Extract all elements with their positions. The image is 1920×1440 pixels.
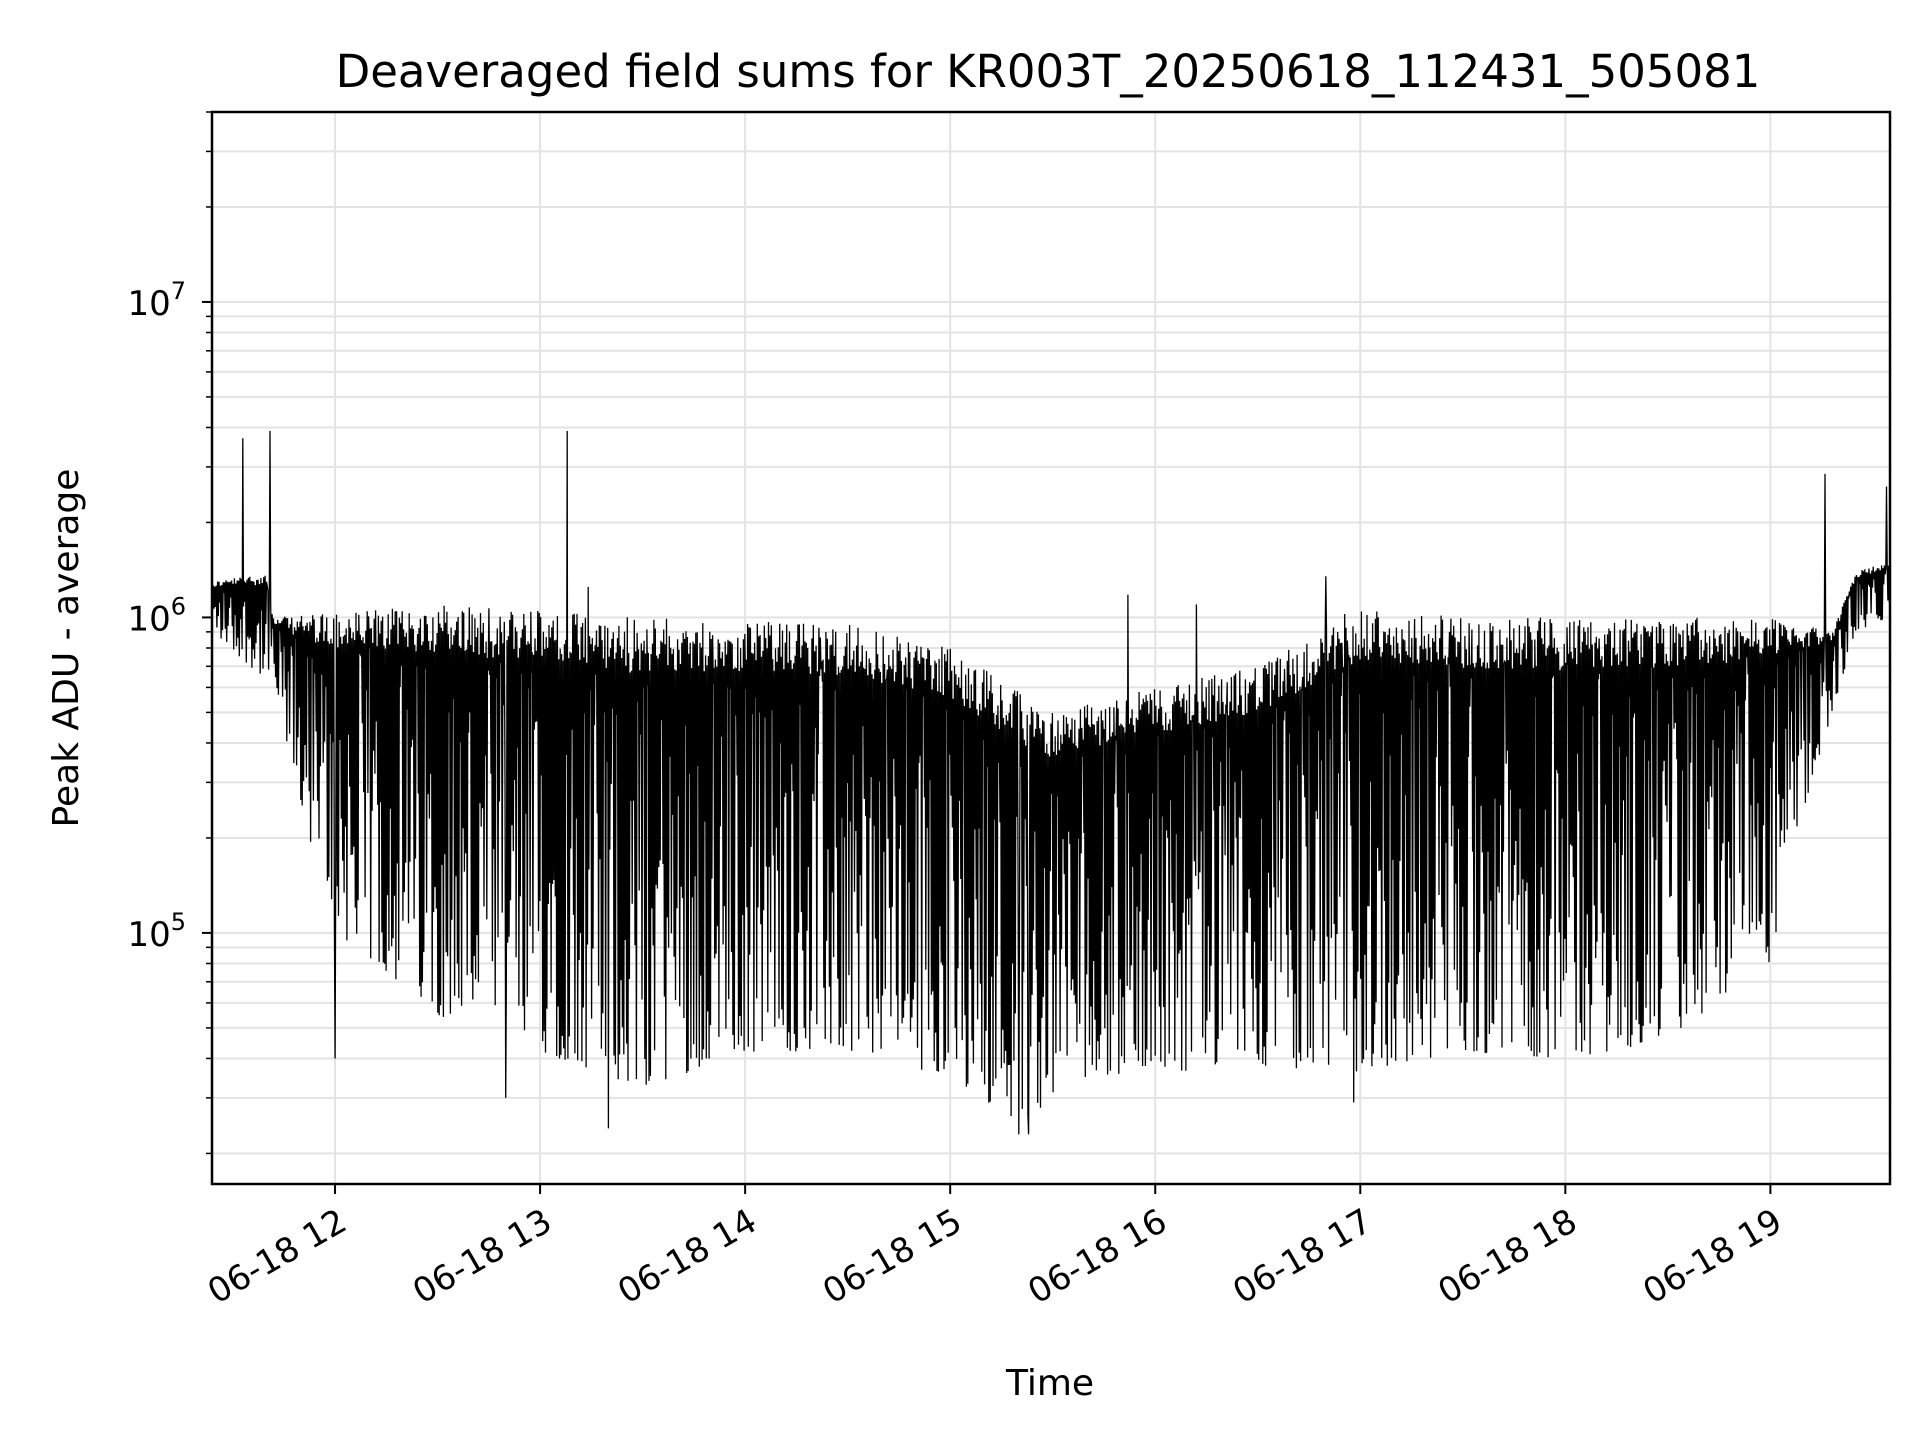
x-tick-label: 06-18 12 xyxy=(201,1201,353,1312)
x-tick-label: 06-18 17 xyxy=(1226,1201,1378,1312)
x-axis-label: Time xyxy=(1005,1363,1094,1404)
series-line xyxy=(211,430,1891,1135)
y-tick-label: 107 xyxy=(127,277,186,324)
y-tick-label: 106 xyxy=(127,592,186,639)
y-tick-label: 105 xyxy=(127,908,186,955)
x-tick-label: 06-18 15 xyxy=(816,1201,968,1312)
x-tick-label: 06-18 13 xyxy=(406,1201,558,1312)
plot-frame xyxy=(210,110,1892,1186)
chart-title: Deaveraged field sums for KR003T_2025061… xyxy=(336,45,1761,98)
x-tick-label: 06-18 16 xyxy=(1021,1201,1173,1312)
plot-layer xyxy=(211,430,1891,1135)
x-tick-label: 06-18 18 xyxy=(1431,1201,1583,1312)
y-axis-label: Peak ADU - average xyxy=(46,469,87,828)
x-tick-label: 06-18 14 xyxy=(611,1201,763,1312)
x-tick-label: 06-18 19 xyxy=(1636,1201,1788,1312)
